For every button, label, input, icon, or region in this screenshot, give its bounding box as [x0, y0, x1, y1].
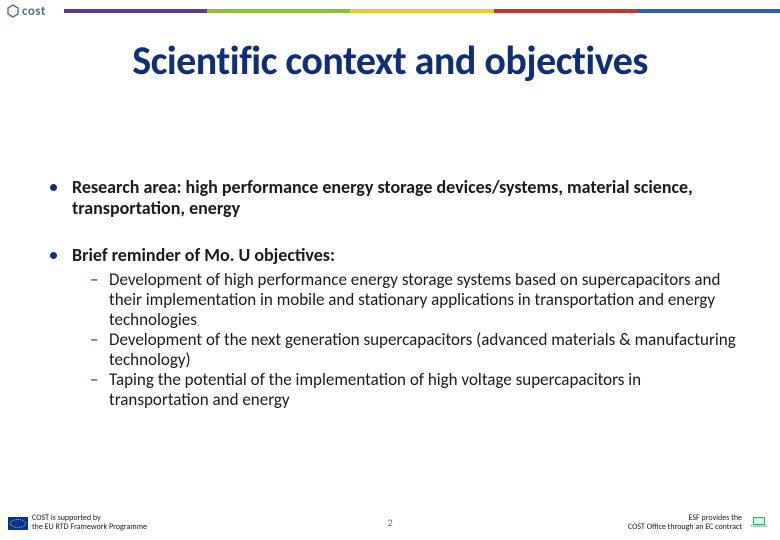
bullet-item: Research area: high performance energy s… [50, 177, 740, 219]
header-bar: cost [0, 0, 780, 22]
footer-right-line2: COST Office through an EC contract [628, 523, 742, 532]
page-title: Scientific context and objectives [0, 36, 780, 85]
stripe-purple [64, 9, 207, 13]
sub-list: Development of high performance energy s… [72, 270, 740, 410]
cost-logo: cost [6, 4, 46, 19]
footer-left: COST is supported by the EU RTD Framewor… [8, 514, 147, 532]
stripe-green [207, 9, 350, 13]
sub-item: Development of the next generation super… [72, 330, 740, 370]
eu-flag-icon [8, 517, 28, 530]
footer: COST is supported by the EU RTD Framewor… [0, 510, 780, 540]
footer-left-line2: the EU RTD Framework Programme [32, 523, 147, 532]
sub-item: Taping the potential of the implementati… [72, 370, 740, 410]
logo-text: cost [22, 4, 46, 19]
footer-right-text: ESF provides the COST Office through an … [628, 514, 742, 532]
bullet-text: Brief reminder of Mo. U objectives: [72, 244, 335, 266]
footer-left-text: COST is supported by the EU RTD Framewor… [32, 514, 147, 532]
stripe-red [494, 9, 637, 13]
color-stripe [64, 9, 780, 13]
bullet-list: Research area: high performance energy s… [50, 177, 740, 410]
bullet-item: Brief reminder of Mo. U objectives: Deve… [50, 245, 740, 410]
sub-item: Development of high performance energy s… [72, 270, 740, 330]
content-area: Research area: high performance energy s… [0, 85, 780, 410]
bullet-text: Research area: high performance energy s… [72, 176, 693, 219]
esf-logo-icon: EUROPEAN [746, 514, 772, 532]
stripe-blue [637, 9, 780, 13]
hex-icon [6, 4, 20, 18]
page-number: 2 [387, 517, 392, 529]
stripe-yellow [350, 9, 493, 13]
footer-right: ESF provides the COST Office through an … [628, 514, 772, 532]
